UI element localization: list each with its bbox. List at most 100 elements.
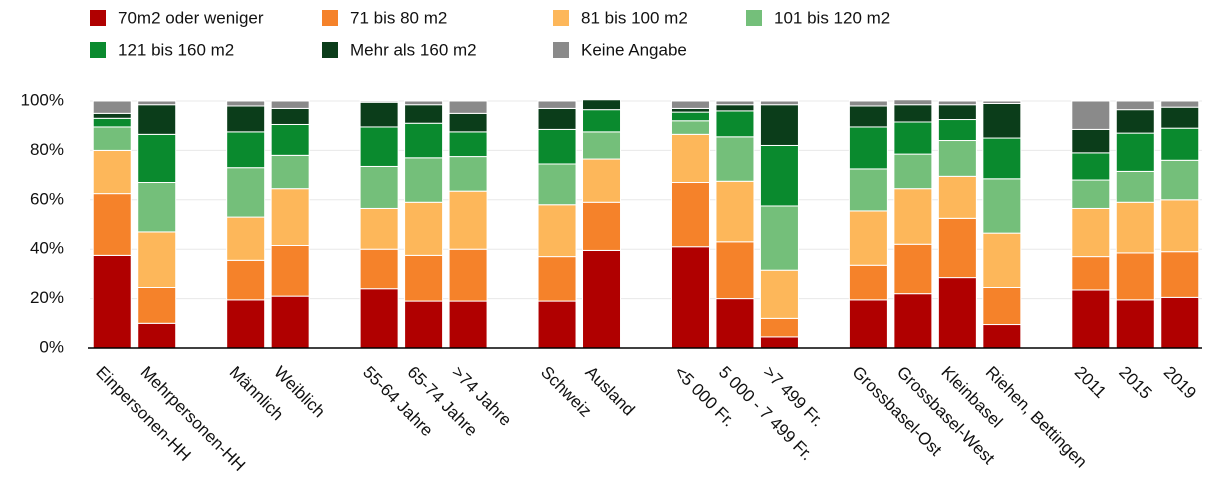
bar-segment — [226, 131, 266, 169]
bar-segment — [359, 100, 399, 103]
bar-segment — [537, 204, 577, 258]
bar-segment — [759, 104, 799, 146]
bar-segment — [759, 100, 799, 106]
bar-segment — [582, 249, 622, 349]
bar-segment — [1115, 201, 1155, 254]
bar-segment — [670, 100, 710, 109]
y-tick-label: 60% — [30, 189, 64, 208]
bar-segment — [359, 165, 399, 209]
legend-label: 71 bis 80 m2 — [350, 8, 447, 27]
x-tick-label: 2011 — [1071, 363, 1110, 402]
bar-segment — [582, 158, 622, 203]
bar-segment — [448, 156, 488, 192]
bar-segment — [982, 102, 1022, 139]
bar-segment — [404, 300, 444, 349]
bar-segment — [137, 104, 177, 135]
bar-segment — [1115, 299, 1155, 349]
bar-segment — [448, 100, 488, 114]
bar-segment — [92, 100, 132, 114]
bar-segment — [537, 300, 577, 349]
bar-segment — [404, 122, 444, 159]
bar-segment — [404, 100, 444, 106]
bar-segment — [982, 324, 1022, 349]
bar-segment — [448, 248, 488, 302]
bar-segment — [92, 112, 132, 119]
bar-segment — [582, 201, 622, 251]
bar-segment — [982, 137, 1022, 180]
bar-segment — [1115, 170, 1155, 203]
bar-segment — [937, 100, 977, 106]
bar-segment — [359, 248, 399, 290]
bar-segment — [448, 131, 488, 158]
bar-segment — [893, 99, 933, 106]
bar-segment — [1160, 127, 1200, 161]
bar-segment — [937, 140, 977, 177]
bar-segment — [137, 286, 177, 324]
y-tick-label: 40% — [30, 239, 64, 258]
y-tick-label: 80% — [30, 140, 64, 159]
bar-segment — [670, 246, 710, 349]
x-tick-label: 2015 — [1115, 363, 1155, 403]
bar-segment — [982, 286, 1022, 326]
bar-segment — [848, 126, 888, 170]
bar-segment — [448, 190, 488, 250]
bar-segment — [759, 144, 799, 207]
bar-segment — [537, 128, 577, 165]
bar-segment — [137, 182, 177, 233]
bar-segment — [670, 182, 710, 248]
bar-segment — [92, 193, 132, 256]
bar-segment — [848, 168, 888, 212]
y-tick-label: 100% — [21, 90, 64, 109]
bar-segment — [893, 243, 933, 295]
bar-segment — [270, 154, 310, 190]
bar-segment — [715, 298, 755, 349]
bar-segment — [759, 317, 799, 338]
bar-segment — [137, 100, 177, 106]
bar-segment — [270, 100, 310, 109]
bar-segment — [670, 133, 710, 184]
bar-segment — [226, 100, 266, 107]
bar-segment — [715, 180, 755, 243]
bar-segment — [893, 188, 933, 245]
bar-segment — [537, 256, 577, 302]
bar-segment — [937, 104, 977, 121]
bar-segment — [270, 244, 310, 297]
legend-label: Mehr als 160 m2 — [350, 40, 477, 59]
bar-segment — [270, 107, 310, 125]
bar-segment — [404, 201, 444, 256]
bar-segment — [1071, 152, 1111, 181]
bar-segment — [893, 104, 933, 123]
bar-segment — [359, 126, 399, 167]
x-tick-label: 2019 — [1160, 363, 1200, 403]
bar-segment — [848, 210, 888, 266]
bar-segment — [1160, 106, 1200, 129]
bar-segment — [937, 175, 977, 219]
bar-segment — [270, 188, 310, 246]
bar-segment — [359, 288, 399, 349]
bar-segment — [226, 216, 266, 261]
bar-segment — [270, 295, 310, 349]
bar-segment — [359, 207, 399, 250]
bar-segment — [1071, 289, 1111, 349]
bar-segment — [270, 123, 310, 156]
bar-segment — [670, 107, 710, 113]
bar-segment — [1071, 100, 1111, 130]
bar-segment — [982, 232, 1022, 288]
bar-segment — [404, 104, 444, 124]
bar-segment — [937, 277, 977, 349]
bar-segment — [448, 112, 488, 133]
bar-segment — [1160, 199, 1200, 253]
bar-segment — [1160, 159, 1200, 201]
bar-segment — [848, 264, 888, 301]
bar-segment — [893, 121, 933, 155]
bar-segment — [670, 111, 710, 122]
bar-segment — [359, 101, 399, 128]
bar-segment — [848, 299, 888, 349]
bar-segment — [715, 100, 755, 106]
bar-segment — [670, 120, 710, 135]
bar-segment — [92, 254, 132, 349]
bar-segment — [715, 104, 755, 112]
bar-segment — [404, 254, 444, 302]
bar-segment — [226, 299, 266, 349]
bar-segment — [92, 126, 132, 151]
